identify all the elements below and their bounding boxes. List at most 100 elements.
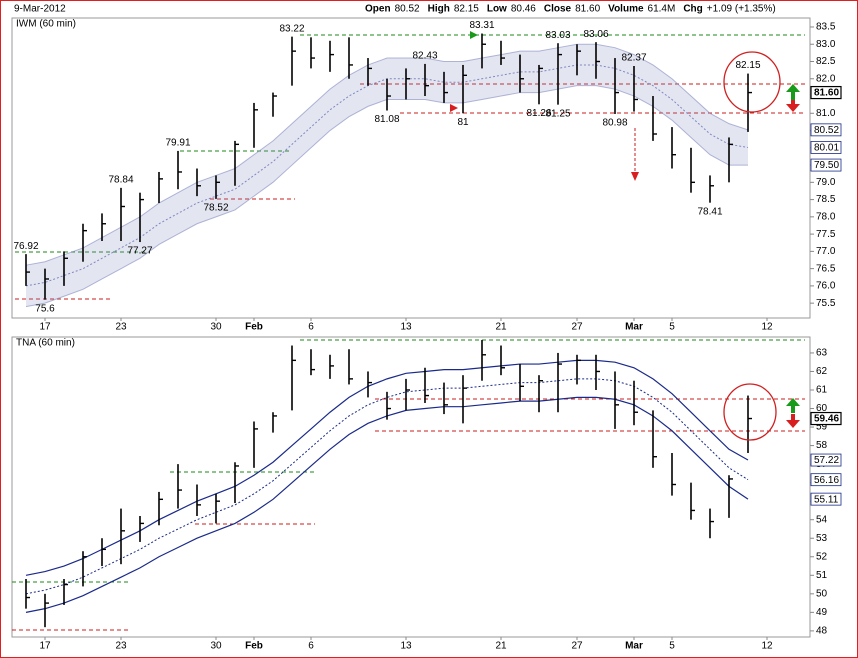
up-arrow (786, 398, 800, 413)
price-label-box (810, 453, 842, 467)
quote-value: 80.46 (511, 4, 536, 15)
x-tick-label: 5 (669, 322, 675, 333)
y-tick-label: 60 (816, 403, 828, 414)
x-tick-label: 12 (761, 322, 773, 333)
x-tick-label: 17 (39, 641, 51, 652)
y-tick-label: 62 (816, 366, 828, 377)
quote-label: Close (544, 4, 572, 15)
y-tick-label: 52 (816, 551, 828, 562)
price-label: 80.01 (814, 143, 839, 154)
y-tick-label: 50 (816, 588, 828, 599)
markup (450, 31, 800, 441)
quote-label: Low (487, 4, 507, 15)
quote: Open 80.52 High 82.15 Low 80.46 Close 81.60 Volu… (365, 4, 776, 15)
quote-label: Chg (683, 4, 702, 15)
price-annotation: 81 (457, 117, 469, 128)
price-annotation: 81.08 (374, 114, 399, 125)
quote-value: 81.60 (575, 4, 600, 15)
panel-title: TNA (60 min) (16, 338, 75, 349)
price-label-box (810, 123, 842, 137)
price-annotation: 83.31 (469, 20, 494, 31)
down-arrow (786, 414, 800, 428)
right-arrow (470, 31, 478, 39)
price-annotation: 79.91 (165, 138, 190, 149)
x-tick-label: 5 (669, 641, 675, 652)
price-annotation: 83.22 (279, 23, 304, 34)
y-tick-label: 79.0 (816, 177, 836, 188)
y-tick-label: 63 (816, 348, 828, 359)
x-tick-label: Feb (245, 322, 263, 333)
price-label-box (810, 141, 842, 154)
y-tick-label: 76.0 (816, 281, 836, 292)
price-annotation: 82.43 (412, 51, 437, 62)
y-tick-label: 59 (816, 422, 828, 433)
y-tick-label: 78.0 (816, 211, 836, 222)
y-tick-label: 82.5 (816, 56, 836, 67)
band-upper (25, 43, 749, 266)
x-tick-label: 13 (400, 322, 412, 333)
price-annotation: 77.27 (127, 246, 152, 257)
price-label: 80.52 (814, 125, 839, 136)
y-tick-label: 83.0 (816, 39, 836, 50)
x-tick-label: Feb (245, 641, 263, 652)
price-annotation: 80.98 (602, 118, 627, 129)
y-tick-label: 61 (816, 385, 828, 396)
down-arrow (631, 172, 639, 181)
y-tick-label: 49 (816, 607, 828, 618)
panel-title: IWM (60 min) (16, 19, 76, 30)
y-tick-label: 82.0 (816, 73, 836, 84)
band-upper (25, 359, 749, 576)
x-tick-label: 23 (115, 641, 127, 652)
price-annotation: 82.37 (621, 53, 646, 64)
price-annotation: 82.15 (735, 60, 760, 71)
up-arrow (786, 84, 800, 100)
x-tick-label: 27 (571, 322, 583, 333)
highlight-circle (723, 383, 777, 441)
quote-label: High (428, 4, 450, 15)
price-label: 56.16 (814, 475, 839, 486)
price-label-box (810, 411, 842, 426)
price-annotation: 78.84 (108, 174, 133, 185)
y-tick-label: 76.5 (816, 263, 836, 274)
x-tick-label: 12 (761, 641, 773, 652)
quote-value: 80.52 (395, 4, 420, 15)
date: 9-Mar-2012 (14, 4, 66, 15)
x-tick-label: 17 (39, 322, 51, 333)
x-tick-label: 21 (495, 641, 507, 652)
price-label-box (810, 85, 842, 100)
price-label: 59.46 (814, 414, 839, 425)
price-annotation: 81.26 (526, 108, 551, 119)
x-tick-label: 30 (210, 641, 222, 652)
price-label: 79.50 (814, 160, 839, 171)
x-tick-label: Mar (625, 641, 643, 652)
y-tick-label: 53 (816, 533, 828, 544)
price-annotation: 83.06 (583, 29, 608, 40)
quote-value: 61.4M (648, 4, 676, 15)
y-tick-label: 81.0 (816, 108, 836, 119)
x-tick-label: 21 (495, 322, 507, 333)
y-tick-label: 54 (816, 514, 828, 525)
price-label: 81.60 (814, 88, 839, 99)
y-tick-label: 78.5 (816, 194, 836, 205)
x-tick-label: 23 (115, 322, 127, 333)
price-annotation: 75.6 (35, 303, 55, 314)
x-tick-label: 30 (210, 322, 222, 333)
panel-frame (11, 336, 811, 638)
down-arrow (786, 100, 800, 112)
quote-label: Volume (608, 4, 644, 15)
price-label-box (810, 473, 842, 487)
y-tick-label: 51 (816, 570, 828, 581)
plot-layers: IWM (60 min) 75.5 76.0 76.5 77.0 77.5 78.0 78.5… (13, 19, 842, 652)
quote-value: +1.09 (+1.35%) (707, 4, 776, 15)
quote-value: 82.15 (454, 4, 479, 15)
price-label-box (810, 492, 842, 506)
right-arrow (450, 104, 458, 112)
highlight-circle (723, 51, 781, 113)
price-annotation: 78.52 (203, 203, 228, 214)
levels (12, 34, 805, 631)
y-tick-label: 83.5 (816, 22, 836, 33)
panel-frame (11, 17, 811, 319)
x-tick-label: Mar (625, 322, 643, 333)
